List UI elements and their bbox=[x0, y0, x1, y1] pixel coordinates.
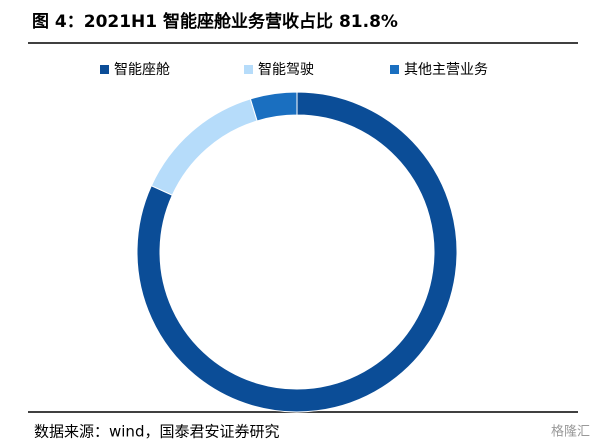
donut-slice bbox=[136, 91, 458, 413]
donut-slice bbox=[150, 98, 258, 196]
chart-title: 图 4：2021H1 智能座舱业务营收占比 81.8% bbox=[32, 11, 398, 32]
legend-swatch bbox=[100, 65, 109, 74]
legend-swatch bbox=[390, 65, 399, 74]
legend-label: 智能驾驶 bbox=[258, 62, 314, 78]
legend-label: 智能座舱 bbox=[114, 62, 170, 78]
legend-label: 其他主营业务 bbox=[404, 62, 488, 78]
donut-slice bbox=[249, 91, 298, 122]
watermark: 格隆汇 bbox=[551, 424, 590, 440]
source: 数据来源：wind，国泰君安证券研究 bbox=[34, 423, 279, 441]
legend-swatch bbox=[244, 65, 253, 74]
